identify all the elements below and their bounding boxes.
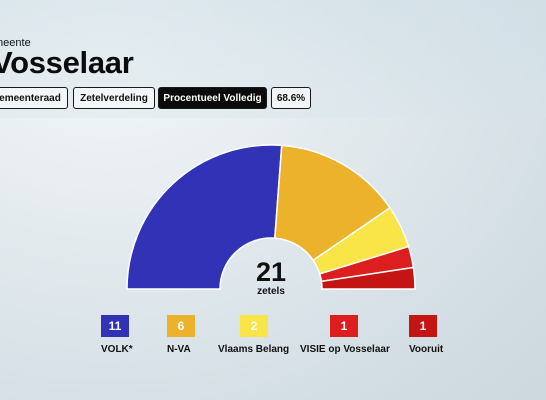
total-seats-number: 21 [256, 257, 286, 287]
legend-seat-count: 11 [101, 315, 129, 337]
seat-segment-4[interactable] [320, 266, 416, 290]
legend-party-name: VOLK* [101, 344, 133, 355]
legend-item[interactable]: 2 Vlaams Belang [218, 315, 350, 355]
municipality-label: meente [0, 37, 31, 49]
legend-seat-count: 6 [167, 315, 195, 337]
legend-seat-count: 2 [240, 315, 268, 337]
legend-party-name: VISIE op Vosselaar [300, 344, 390, 355]
seat-segment-0[interactable] [126, 144, 283, 290]
legend-seat-count: 1 [330, 315, 358, 337]
tab-turnout[interactable]: 68.6% [271, 87, 311, 109]
tab-procentueel-volledig[interactable]: Procentueel Volledig [158, 87, 267, 109]
legend-party-name: N-VA [167, 344, 191, 355]
page-title: Vosselaar [0, 45, 134, 80]
seat-segment-1[interactable] [274, 144, 392, 262]
legend-seat-count: 1 [409, 315, 437, 337]
legend-item[interactable]: 1 Vooruit [409, 315, 519, 355]
total-seats-label: zetels [257, 286, 285, 297]
legend-party-name: Vooruit [409, 344, 444, 355]
legend-item[interactable]: 1 VISIE op Vosselaar [300, 315, 440, 355]
legend-party-name: Vlaams Belang [218, 344, 290, 355]
seat-chart-area: 21 zetels 11 VOLK* 6 N-VA 2 Vlaams Belang 1 VIS… [0, 118, 546, 400]
tab-zetelverdeling[interactable]: Zetelverdeling [73, 87, 155, 109]
legend-item[interactable]: 11 VOLK* [101, 315, 211, 355]
legend-item[interactable]: 6 N-VA [167, 315, 277, 355]
seat-hemicycle: 21 zetels [126, 144, 416, 297]
tab-gemeenteraad[interactable]: emeenteraad [0, 87, 68, 109]
